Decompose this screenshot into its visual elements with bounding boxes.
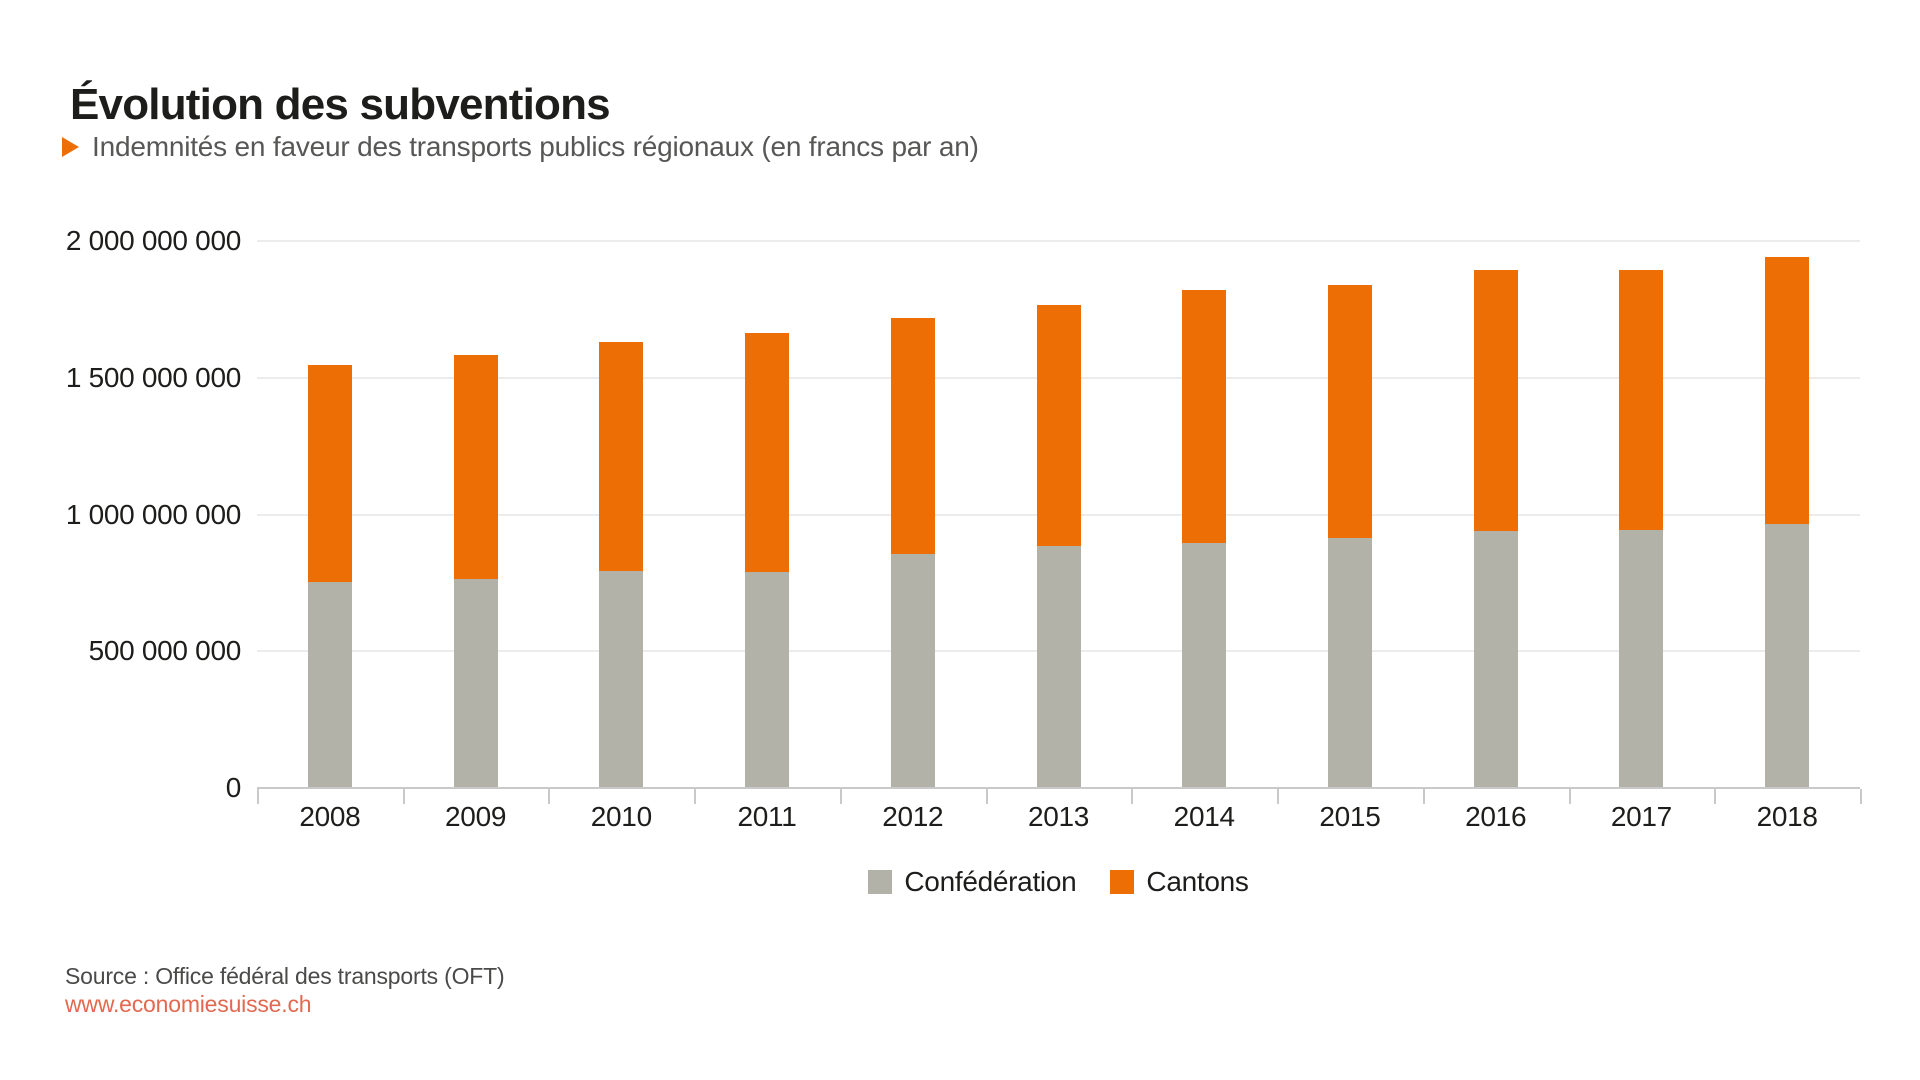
bar-segment-cantons-2018 bbox=[1765, 257, 1810, 525]
x-axis-label: 2014 bbox=[1173, 801, 1235, 832]
legend-label-cantons: Cantons bbox=[1146, 866, 1249, 897]
x-axis-label: 2011 bbox=[737, 801, 797, 832]
chart-legend: Confédération Cantons bbox=[257, 867, 1860, 897]
chart-subtitle: Indemnités en faveur des transports publ… bbox=[92, 131, 979, 162]
plot-area bbox=[257, 240, 1860, 788]
x-axis-tick bbox=[1860, 789, 1862, 804]
legend-item-confederation: Confédération bbox=[868, 866, 1077, 897]
bar-segment-confdration-2017 bbox=[1619, 529, 1664, 788]
bar-segment-cantons-2009 bbox=[453, 354, 498, 579]
x-axis-tick bbox=[694, 789, 696, 804]
y-axis-label: 1 000 000 000 bbox=[65, 498, 241, 530]
legend-item-cantons: Cantons bbox=[1110, 866, 1249, 897]
bar-segment-confdration-2010 bbox=[599, 570, 644, 788]
x-axis-tick bbox=[1714, 789, 1716, 804]
bar-segment-cantons-2010 bbox=[599, 342, 644, 571]
x-axis-tick bbox=[403, 789, 405, 804]
x-axis-label: 2010 bbox=[590, 801, 652, 832]
x-axis-tick bbox=[986, 789, 988, 804]
x-axis-tick bbox=[1569, 789, 1571, 804]
page-title: Évolution des subventions bbox=[70, 80, 611, 130]
x-axis-tick bbox=[257, 789, 259, 804]
bar-segment-cantons-2016 bbox=[1473, 269, 1518, 531]
bar-segment-confdration-2014 bbox=[1182, 543, 1227, 788]
x-axis-label: 2012 bbox=[882, 801, 944, 832]
y-axis-label: 2 000 000 000 bbox=[65, 225, 241, 256]
bar-segment-confdration-2008 bbox=[307, 581, 352, 788]
x-axis-tick bbox=[840, 789, 842, 804]
bar-segment-confdration-2018 bbox=[1765, 524, 1810, 788]
bar-segment-cantons-2012 bbox=[890, 317, 935, 555]
bar-segment-confdration-2013 bbox=[1036, 545, 1081, 788]
bar-segment-confdration-2015 bbox=[1327, 537, 1372, 788]
legend-label-confederation: Confédération bbox=[904, 866, 1077, 897]
y-axis-label: 0 bbox=[225, 772, 242, 803]
bar-segment-cantons-2014 bbox=[1182, 290, 1227, 544]
bar-segment-confdration-2012 bbox=[890, 554, 935, 788]
website-link[interactable]: www.economiesuisse.ch bbox=[65, 991, 312, 1017]
bar-segment-cantons-2015 bbox=[1327, 284, 1372, 538]
bar-segment-confdration-2011 bbox=[745, 571, 790, 788]
legend-swatch-confederation bbox=[868, 870, 893, 894]
y-axis-label: 1 500 000 000 bbox=[65, 361, 241, 393]
x-axis-label: 2018 bbox=[1756, 801, 1818, 832]
bar-segment-confdration-2016 bbox=[1473, 530, 1518, 788]
x-axis-line bbox=[257, 787, 1860, 789]
bar-segment-confdration-2009 bbox=[453, 578, 498, 788]
x-axis-label: 2008 bbox=[299, 801, 361, 832]
x-axis-label: 2015 bbox=[1319, 801, 1381, 832]
x-axis-tick bbox=[548, 789, 550, 804]
legend-swatch-cantons bbox=[1110, 870, 1135, 894]
bar-segment-cantons-2017 bbox=[1619, 269, 1664, 530]
x-axis-label: 2016 bbox=[1465, 801, 1527, 832]
x-axis-tick bbox=[1131, 789, 1133, 804]
x-axis-tick bbox=[1423, 789, 1425, 804]
orange-triangle-bullet-icon bbox=[62, 137, 79, 157]
source-text: Source : Office fédéral des transports (… bbox=[65, 963, 505, 989]
bar-segment-cantons-2011 bbox=[745, 332, 790, 572]
x-axis-label: 2013 bbox=[1027, 801, 1090, 832]
bar-segment-cantons-2013 bbox=[1036, 305, 1081, 546]
gridline bbox=[257, 240, 1860, 242]
x-axis-label: 2017 bbox=[1610, 801, 1672, 832]
bar-segment-cantons-2008 bbox=[307, 365, 352, 582]
x-axis-label: 2009 bbox=[445, 801, 507, 832]
x-axis-tick bbox=[1277, 789, 1279, 804]
y-axis-label: 500 000 000 bbox=[88, 635, 242, 667]
chart-subtitle-row: Indemnités en faveur des transports publ… bbox=[62, 130, 979, 164]
